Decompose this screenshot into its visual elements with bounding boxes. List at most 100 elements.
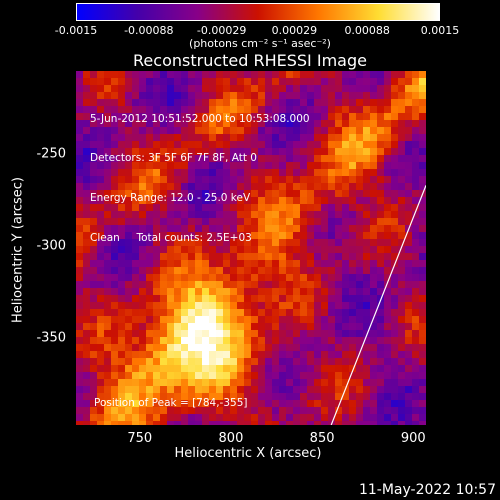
heatmap-cell	[83, 421, 91, 425]
heatmap-cell	[286, 295, 294, 303]
heatmap-cell	[398, 302, 406, 310]
heatmap-cell	[342, 162, 350, 170]
heatmap-cell	[146, 407, 154, 415]
heatmap-cell	[125, 302, 133, 310]
heatmap-cell	[223, 148, 231, 156]
heatmap-cell	[398, 85, 406, 93]
heatmap-cell	[293, 106, 301, 114]
heatmap-cell	[104, 92, 112, 100]
heatmap-cell	[384, 85, 392, 93]
heatmap-cell	[258, 407, 266, 415]
heatmap-cell	[342, 372, 350, 380]
heatmap-cell	[139, 71, 147, 79]
heatmap-cell	[412, 71, 420, 79]
heatmap-cell	[132, 225, 140, 233]
heatmap-cell	[160, 218, 168, 226]
heatmap-cell	[272, 106, 280, 114]
heatmap-cell	[377, 274, 385, 282]
heatmap-cell	[167, 267, 175, 275]
heatmap-cell	[391, 113, 399, 121]
heatmap-cell	[251, 113, 259, 121]
heatmap-cell	[223, 204, 231, 212]
heatmap-cell	[321, 190, 329, 198]
heatmap-cell	[237, 225, 245, 233]
heatmap-cell	[90, 337, 98, 345]
heatmap-cell	[405, 351, 413, 359]
heatmap-cell	[76, 246, 84, 254]
heatmap-cell	[237, 85, 245, 93]
heatmap-cell	[188, 267, 196, 275]
heatmap-cell	[209, 211, 217, 219]
heatmap-cell	[258, 386, 266, 394]
heatmap-cell	[419, 295, 426, 303]
heatmap-cell	[188, 92, 196, 100]
heatmap-cell	[153, 414, 161, 422]
heatmap-cell	[160, 372, 168, 380]
heatmap-cell	[279, 379, 287, 387]
heatmap-cell	[146, 176, 154, 184]
heatmap-cell	[202, 330, 210, 338]
heatmap-cell	[258, 71, 266, 79]
heatmap-cell	[279, 120, 287, 128]
heatmap-cell	[216, 141, 224, 149]
heatmap-cell	[188, 372, 196, 380]
heatmap-cell	[97, 183, 105, 191]
heatmap-cell	[279, 204, 287, 212]
heatmap-cell	[230, 372, 238, 380]
heatmap-cell	[230, 204, 238, 212]
heatmap-cell	[237, 344, 245, 352]
heatmap-cell	[356, 316, 364, 324]
heatmap-cell	[405, 267, 413, 275]
heatmap-cell	[321, 169, 329, 177]
heatmap-cell	[356, 134, 364, 142]
heatmap-cell	[335, 288, 343, 296]
heatmap-cell	[195, 169, 203, 177]
heatmap-cell	[111, 169, 119, 177]
heatmap-cell	[293, 281, 301, 289]
heatmap-cell	[90, 344, 98, 352]
heatmap-cell	[97, 197, 105, 205]
heatmap-cell	[83, 302, 91, 310]
heatmap-cell	[419, 253, 426, 261]
heatmap-cell	[139, 379, 147, 387]
heatmap-cell	[125, 197, 133, 205]
heatmap-cell	[125, 400, 133, 408]
heatmap-cell	[167, 295, 175, 303]
heatmap-cell	[237, 309, 245, 317]
heatmap-cell	[153, 78, 161, 86]
heatmap-cell	[412, 225, 420, 233]
heatmap-cell	[244, 267, 252, 275]
heatmap-cell	[405, 183, 413, 191]
heatmap-cell	[356, 379, 364, 387]
heatmap-cell	[216, 316, 224, 324]
heatmap-cell	[349, 92, 357, 100]
heatmap-cell	[223, 183, 231, 191]
heatmap-cell	[202, 148, 210, 156]
heatmap-cell	[209, 288, 217, 296]
heatmap-cell	[167, 113, 175, 121]
heatmap-cell	[195, 316, 203, 324]
heatmap-cell	[188, 386, 196, 394]
heatmap-cell	[405, 197, 413, 205]
heatmap-cell	[209, 393, 217, 401]
heatmap-cell	[384, 99, 392, 107]
heatmap-cell	[139, 211, 147, 219]
heatmap-cell	[125, 71, 133, 79]
heatmap-cell	[377, 260, 385, 268]
heatmap-cell	[230, 246, 238, 254]
heatmap-cell	[349, 155, 357, 163]
heatmap-cell	[132, 267, 140, 275]
solar-limb-line	[330, 185, 426, 425]
heatmap-cell	[139, 85, 147, 93]
heatmap-cell	[167, 85, 175, 93]
heatmap-cell	[244, 393, 252, 401]
heatmap-cell	[363, 92, 371, 100]
heatmap-cell	[132, 162, 140, 170]
heatmap-cell	[321, 295, 329, 303]
heatmap-cell	[209, 365, 217, 373]
heatmap-cell	[160, 92, 168, 100]
heatmap-cell	[384, 218, 392, 226]
heatmap-cell	[244, 92, 252, 100]
heatmap-cell	[132, 239, 140, 247]
heatmap-cell	[97, 239, 105, 247]
